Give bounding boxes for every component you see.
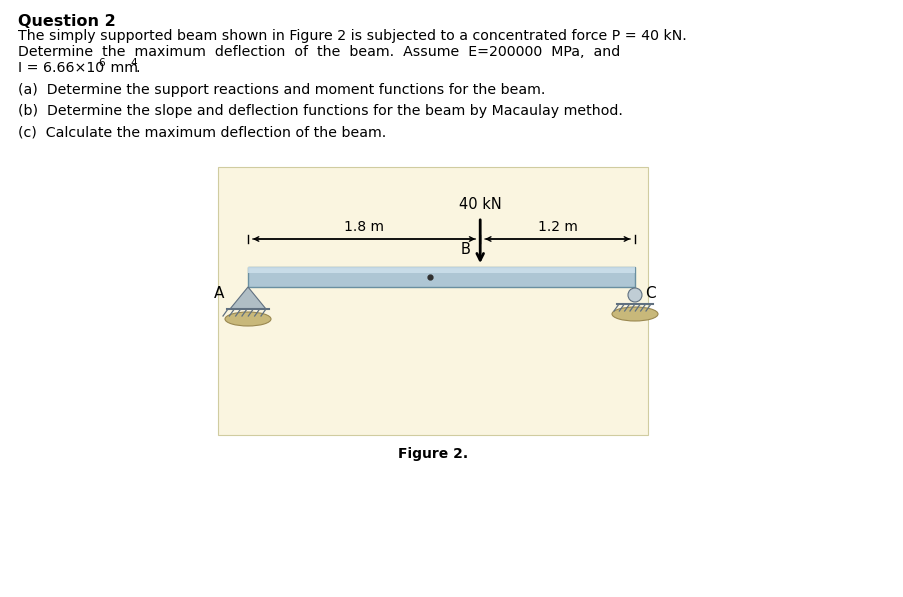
Circle shape bbox=[628, 288, 641, 302]
Text: 40 kN: 40 kN bbox=[459, 197, 501, 212]
Polygon shape bbox=[229, 287, 265, 309]
Bar bbox=[247, 267, 634, 273]
Text: The simply supported beam shown in Figure 2 is subjected to a concentrated force: The simply supported beam shown in Figur… bbox=[18, 29, 686, 43]
Bar bbox=[247, 267, 634, 287]
Text: (c)  Calculate the maximum deflection of the beam.: (c) Calculate the maximum deflection of … bbox=[18, 125, 386, 139]
Text: 1.2 m: 1.2 m bbox=[537, 220, 577, 234]
Text: 4: 4 bbox=[130, 58, 136, 68]
Text: .: . bbox=[135, 61, 140, 75]
Text: Determine  the  maximum  deflection  of  the  beam.  Assume  E=200000  MPa,  and: Determine the maximum deflection of the … bbox=[18, 45, 619, 59]
Text: Figure 2.: Figure 2. bbox=[397, 447, 468, 461]
Text: B: B bbox=[460, 242, 470, 257]
Text: 1.8 m: 1.8 m bbox=[344, 220, 384, 234]
Text: 6: 6 bbox=[98, 58, 105, 68]
Text: Question 2: Question 2 bbox=[18, 14, 116, 29]
Text: (a)  Determine the support reactions and moment functions for the beam.: (a) Determine the support reactions and … bbox=[18, 83, 545, 97]
Text: (b)  Determine the slope and deflection functions for the beam by Macaulay metho: (b) Determine the slope and deflection f… bbox=[18, 104, 622, 118]
Bar bbox=[218, 167, 647, 435]
Text: A: A bbox=[213, 285, 224, 300]
Text: I = 6.66×10: I = 6.66×10 bbox=[18, 61, 104, 75]
Ellipse shape bbox=[225, 312, 271, 326]
Ellipse shape bbox=[611, 307, 657, 321]
Text: C: C bbox=[644, 287, 655, 301]
Text: mm: mm bbox=[106, 61, 138, 75]
